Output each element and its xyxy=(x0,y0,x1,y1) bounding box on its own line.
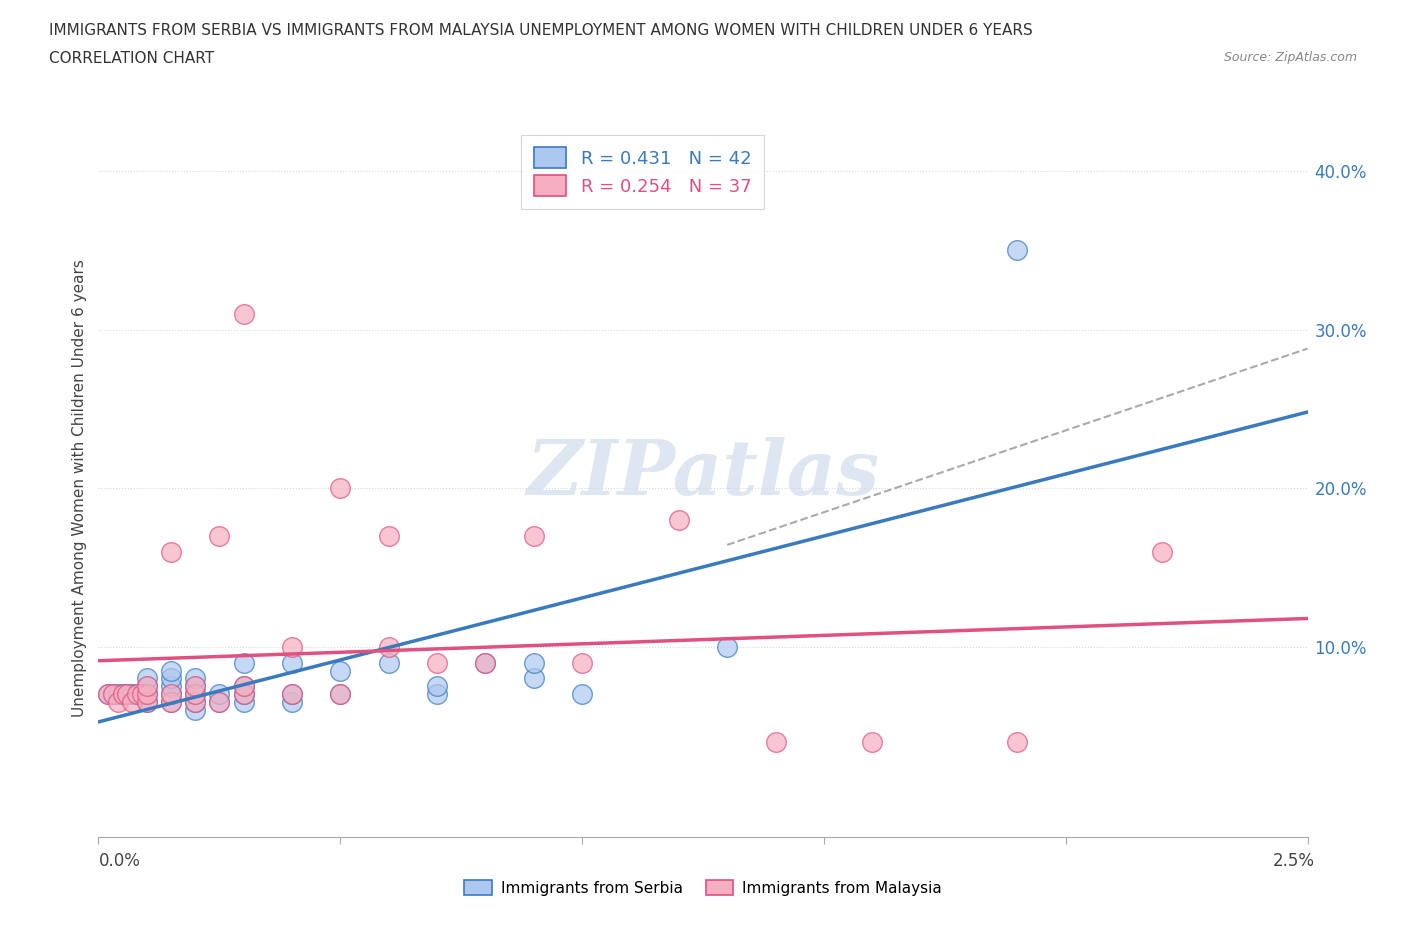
Point xyxy=(135,679,157,694)
Point xyxy=(523,671,546,686)
Point xyxy=(329,481,352,496)
Text: IMMIGRANTS FROM SERBIA VS IMMIGRANTS FROM MALAYSIA UNEMPLOYMENT AMONG WOMEN WITH: IMMIGRANTS FROM SERBIA VS IMMIGRANTS FRO… xyxy=(49,23,1033,38)
Point xyxy=(184,679,207,694)
Text: Source: ZipAtlas.com: Source: ZipAtlas.com xyxy=(1223,51,1357,64)
Text: CORRELATION CHART: CORRELATION CHART xyxy=(49,51,214,66)
Point xyxy=(281,655,304,670)
Point xyxy=(101,687,124,702)
Point xyxy=(117,687,139,702)
Point xyxy=(208,695,231,710)
Point xyxy=(523,528,546,543)
Point xyxy=(474,655,496,670)
Point xyxy=(135,695,157,710)
Point xyxy=(160,687,183,702)
Point xyxy=(474,655,496,670)
Point xyxy=(208,695,231,710)
Point xyxy=(329,687,352,702)
Point xyxy=(377,655,399,670)
Point xyxy=(232,687,254,702)
Point xyxy=(97,687,120,702)
Point xyxy=(111,687,134,702)
Point xyxy=(232,655,254,670)
Point xyxy=(131,687,153,702)
Point xyxy=(160,671,183,686)
Point xyxy=(208,528,231,543)
Point xyxy=(107,695,129,710)
Point xyxy=(232,307,254,322)
Point xyxy=(160,663,183,678)
Legend: R = 0.431   N = 42, R = 0.254   N = 37: R = 0.431 N = 42, R = 0.254 N = 37 xyxy=(522,135,763,209)
Point xyxy=(281,687,304,702)
Point xyxy=(121,687,143,702)
Point xyxy=(571,655,593,670)
Point xyxy=(127,687,149,702)
Text: 0.0%: 0.0% xyxy=(98,852,141,870)
Point xyxy=(135,687,157,702)
Point xyxy=(131,687,153,702)
Point xyxy=(426,687,449,702)
Point xyxy=(232,679,254,694)
Point xyxy=(329,687,352,702)
Point xyxy=(329,663,352,678)
Point xyxy=(160,695,183,710)
Point xyxy=(377,528,399,543)
Point xyxy=(860,735,883,750)
Point xyxy=(765,735,787,750)
Point xyxy=(716,639,738,654)
Point xyxy=(232,695,254,710)
Point xyxy=(107,687,129,702)
Point xyxy=(111,687,134,702)
Text: ZIPatlas: ZIPatlas xyxy=(526,437,880,512)
Point xyxy=(184,695,207,710)
Point xyxy=(184,687,207,702)
Point xyxy=(184,679,207,694)
Point xyxy=(281,687,304,702)
Point xyxy=(160,687,183,702)
Point xyxy=(97,687,120,702)
Point xyxy=(523,655,546,670)
Point xyxy=(135,695,157,710)
Point xyxy=(426,679,449,694)
Point xyxy=(101,687,124,702)
Point xyxy=(160,544,183,559)
Point xyxy=(232,679,254,694)
Point xyxy=(232,687,254,702)
Point xyxy=(281,695,304,710)
Point xyxy=(184,703,207,718)
Legend: Immigrants from Serbia, Immigrants from Malaysia: Immigrants from Serbia, Immigrants from … xyxy=(458,873,948,902)
Point xyxy=(160,695,183,710)
Point xyxy=(121,695,143,710)
Point xyxy=(117,687,139,702)
Point xyxy=(208,687,231,702)
Point xyxy=(135,679,157,694)
Point xyxy=(571,687,593,702)
Point xyxy=(668,512,690,527)
Point xyxy=(1152,544,1174,559)
Point xyxy=(1007,243,1029,258)
Point xyxy=(184,671,207,686)
Text: 2.5%: 2.5% xyxy=(1272,852,1315,870)
Point xyxy=(426,655,449,670)
Point xyxy=(135,687,157,702)
Point xyxy=(1007,735,1029,750)
Point xyxy=(135,671,157,686)
Point xyxy=(184,687,207,702)
Point xyxy=(377,639,399,654)
Point xyxy=(160,679,183,694)
Y-axis label: Unemployment Among Women with Children Under 6 years: Unemployment Among Women with Children U… xyxy=(72,259,87,717)
Point xyxy=(281,639,304,654)
Point xyxy=(127,687,149,702)
Point xyxy=(184,695,207,710)
